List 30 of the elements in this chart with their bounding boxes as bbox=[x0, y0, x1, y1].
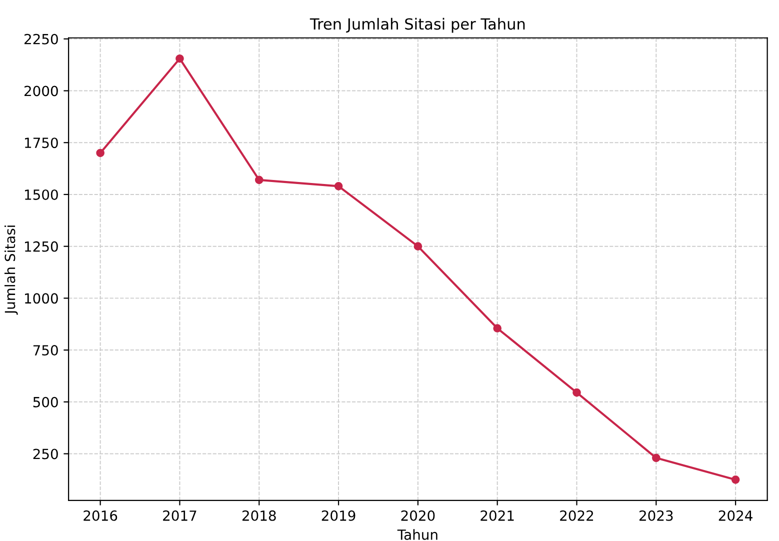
point bbox=[493, 324, 502, 332]
x-tick-label: 2020 bbox=[401, 510, 435, 521]
y-tick-label: 2250 bbox=[24, 34, 58, 44]
x-tick-label: 2017 bbox=[163, 510, 196, 521]
point bbox=[176, 54, 184, 63]
y-tick-label: 1250 bbox=[25, 241, 58, 252]
y-tick-label: 1500 bbox=[25, 189, 58, 200]
point bbox=[254, 176, 264, 184]
x-tick-label: 2021 bbox=[480, 510, 514, 521]
y-tick-label: 750 bbox=[33, 345, 58, 356]
x-axis-title: Tahun bbox=[397, 529, 438, 540]
x-tick-label: 2016 bbox=[84, 510, 118, 521]
x-tick-label: 2022 bbox=[560, 510, 594, 521]
y-tick-label: 250 bbox=[33, 448, 58, 460]
chart-title: Tren Jumlah Sitasi per Tahun bbox=[310, 18, 525, 33]
y-tick-label: 1750 bbox=[25, 138, 58, 148]
point bbox=[96, 148, 104, 158]
point bbox=[414, 242, 422, 250]
x-tick-label: 2018 bbox=[242, 510, 276, 521]
x-tick-label: 2019 bbox=[322, 510, 356, 521]
x-tick-label: 2023 bbox=[639, 510, 673, 521]
y-tick-label: 500 bbox=[33, 396, 58, 408]
x-tick-label: 2024 bbox=[718, 510, 752, 521]
y-axis-title: Jumlah Sitasi bbox=[4, 226, 18, 315]
point bbox=[334, 182, 343, 190]
point bbox=[652, 454, 660, 462]
point bbox=[572, 388, 581, 397]
point bbox=[731, 476, 740, 484]
y-tick-label: 1000 bbox=[25, 293, 58, 304]
y-tick-label: 2000 bbox=[24, 86, 58, 96]
